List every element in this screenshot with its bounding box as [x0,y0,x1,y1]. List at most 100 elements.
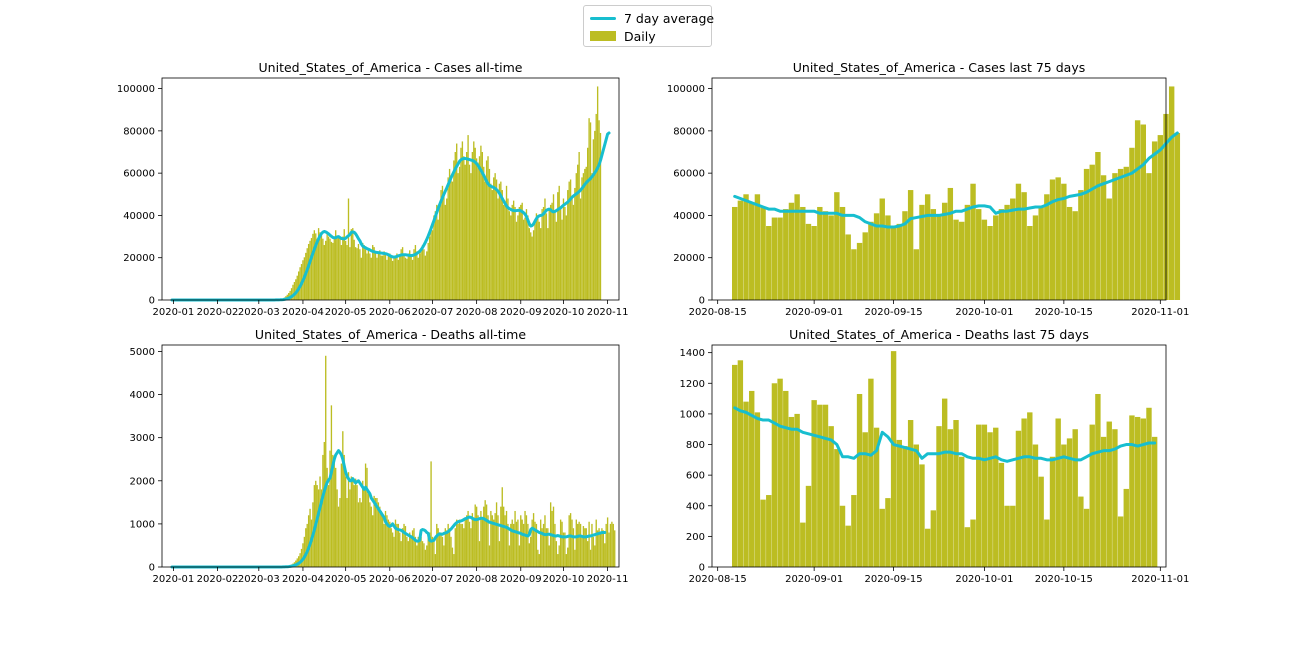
x-tick-label: 2020-02 [197,574,239,585]
daily-bar [524,510,526,567]
daily-bar [491,515,493,567]
daily-bar [527,215,529,300]
daily-bar [541,528,543,567]
daily-bar [386,259,388,300]
x-tick-label: 2020-05 [325,574,367,585]
daily-bar [390,257,392,300]
daily-bar [862,232,868,300]
daily-bar [1146,173,1152,300]
chart-title: United_States_of_America - Cases last 75… [793,60,1085,75]
daily-bar [397,523,400,567]
daily-bar [389,521,391,567]
average-line-swatch [590,16,616,20]
daily-bar [407,541,409,567]
daily-bar [919,204,925,300]
daily-bar [507,523,509,567]
daily-bar [907,420,914,567]
daily-bar [1010,198,1016,300]
daily-bar [1089,164,1095,300]
daily-bar [554,211,556,300]
average-line [733,406,1157,463]
daily-bar [433,215,435,300]
daily-bar [352,228,354,300]
x-tick-label: 2020-08-15 [689,307,747,318]
daily-bar [584,528,586,567]
daily-bar [577,164,579,300]
daily-bar [839,505,846,567]
daily-bar [1027,412,1033,567]
daily-bar [443,194,445,300]
daily-bar [754,194,761,300]
daily-bar [936,426,942,567]
daily-bar [505,185,508,300]
daily-bar [400,541,402,567]
daily-bar [409,250,411,300]
daily-bar [417,257,419,300]
daily-bar [1112,429,1118,567]
daily-bar [493,177,495,300]
daily-bar [440,532,442,567]
daily-bar [1038,206,1044,300]
daily-bar [1072,211,1078,300]
daily-bar [522,219,525,300]
daily-bar [333,459,335,567]
daily-bar [504,515,506,567]
daily-bar [497,198,499,300]
daily-bar [494,513,496,567]
daily-bar [1044,194,1050,300]
daily-bar [416,251,418,300]
daily-bar [591,173,593,300]
daily-bar [567,547,569,567]
daily-bar [520,204,522,300]
x-tick-label: 2020-10-15 [1035,574,1093,585]
y-tick-label: 60000 [673,169,705,180]
daily-bar [325,240,327,300]
daily-bar [417,536,419,567]
daily-bar [373,247,375,300]
daily-bar [440,190,442,300]
daily-bar [542,206,545,300]
daily-bar [839,206,846,300]
daily-bar [525,209,528,300]
y-tick-label: 1200 [680,379,705,390]
daily-bar [424,255,427,300]
daily-bar [771,217,778,300]
daily-bar [454,152,456,300]
daily-bar [845,525,851,567]
daily-bar [503,204,505,300]
daily-bar [987,226,993,300]
daily-bar [565,554,568,567]
daily-bar [760,499,766,567]
y-tick-label: 0 [699,296,705,307]
daily-bar [737,200,744,300]
daily-bar [394,519,397,567]
daily-bar [296,275,298,300]
daily-bar [346,245,348,300]
daily-bar [414,245,417,300]
daily-bar [811,226,817,300]
y-tick-label: 1400 [680,348,705,359]
daily-bar [460,523,462,567]
daily-bar [970,183,976,300]
daily-bar [794,194,800,300]
daily-bar [381,515,384,567]
daily-bar [1129,147,1135,300]
daily-bar [467,135,469,300]
daily-bar [357,243,360,300]
daily-bar [572,204,575,300]
daily-bar [1032,215,1039,300]
daily-bar [1106,198,1112,300]
daily-bar [478,156,481,300]
daily-bar [1066,438,1073,567]
daily-bar [588,521,590,567]
daily-bar [497,515,499,567]
daily-bar [811,400,817,567]
daily-bar [323,441,325,567]
daily-bar [551,510,553,567]
daily-bar [344,240,347,300]
daily-bar [885,215,891,300]
daily-bar [477,515,479,567]
daily-bar [463,156,465,300]
daily-bar [350,229,353,300]
daily-bar [1021,192,1027,300]
